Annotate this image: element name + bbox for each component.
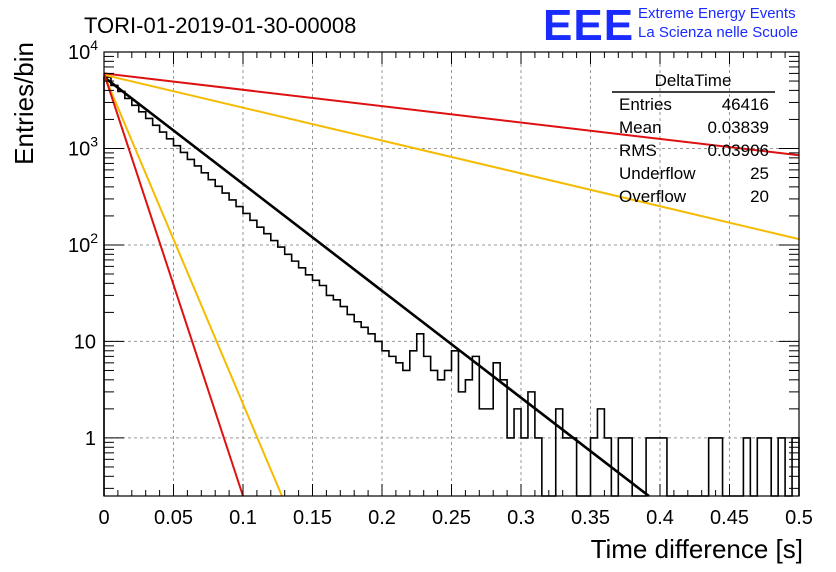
x-tick-label: 0.1 [229, 507, 257, 529]
x-tick-label: 0.4 [646, 507, 674, 529]
y-tick-label: 104 [68, 37, 98, 64]
stats-box: DeltaTime Entries 46416 Mean 0.03839 RMS 0.03… [612, 71, 775, 206]
stats-label: RMS [619, 141, 657, 160]
stats-value: 0.03906 [708, 141, 769, 160]
grid [104, 52, 799, 496]
x-tick-label: 0.3 [507, 507, 535, 529]
y-tick-label: 1 [85, 428, 96, 450]
y-tick-label: 102 [68, 230, 98, 257]
stats-value: 20 [750, 187, 769, 206]
stats-value: 0.03839 [708, 118, 769, 137]
stats-value: 46416 [722, 95, 769, 114]
axis-ticks [103, 51, 800, 496]
x-tick-label: 0.25 [432, 507, 471, 529]
fit-line-1 [103, 76, 650, 498]
histogram-layer [103, 76, 800, 497]
x-tick-label: 0.05 [154, 507, 193, 529]
y-tick-label: 10 [74, 331, 96, 353]
x-tick-label: 0.35 [571, 507, 610, 529]
stats-label: Entries [619, 95, 672, 114]
fit-line-4 [103, 74, 283, 497]
histogram-outline [103, 76, 800, 497]
y-tick-label: 103 [68, 133, 98, 160]
y-tick-labels: 1 10 102 103 104 [68, 37, 98, 450]
fit-line-2 [103, 72, 800, 157]
stats-label: Mean [619, 118, 662, 137]
logo-line-1: Extreme Energy Events [638, 5, 796, 22]
y-axis-label: Entries/bin [9, 42, 39, 165]
fit-line-5 [103, 73, 244, 497]
x-tick-label: 0.45 [710, 507, 749, 529]
fit-line-3 [103, 73, 800, 241]
stats-title: DeltaTime [655, 71, 732, 90]
stats-rows: Entries 46416 Mean 0.03839 RMS 0.03906 Underfl… [619, 95, 769, 206]
stats-value: 25 [750, 164, 769, 183]
x-axis-label: Time difference [s] [591, 534, 803, 564]
fit-lines [103, 72, 800, 498]
run-title: TORI-01-2019-01-30-00008 [84, 13, 356, 38]
x-tick-label: 0 [98, 507, 109, 529]
eee-logo-letters: EEE [543, 1, 634, 50]
logo-line-2: La Scienza nelle Scuole [638, 24, 798, 41]
x-tick-labels: 0 0.05 0.1 0.15 0.2 0.25 0.3 0.35 0.4 0.45 0.5 [98, 507, 812, 529]
stats-label: Underflow [619, 164, 696, 183]
x-tick-label: 0.15 [293, 507, 332, 529]
x-tick-label: 0.2 [368, 507, 396, 529]
stats-label: Overflow [619, 187, 687, 206]
x-tick-label: 0.5 [785, 507, 813, 529]
